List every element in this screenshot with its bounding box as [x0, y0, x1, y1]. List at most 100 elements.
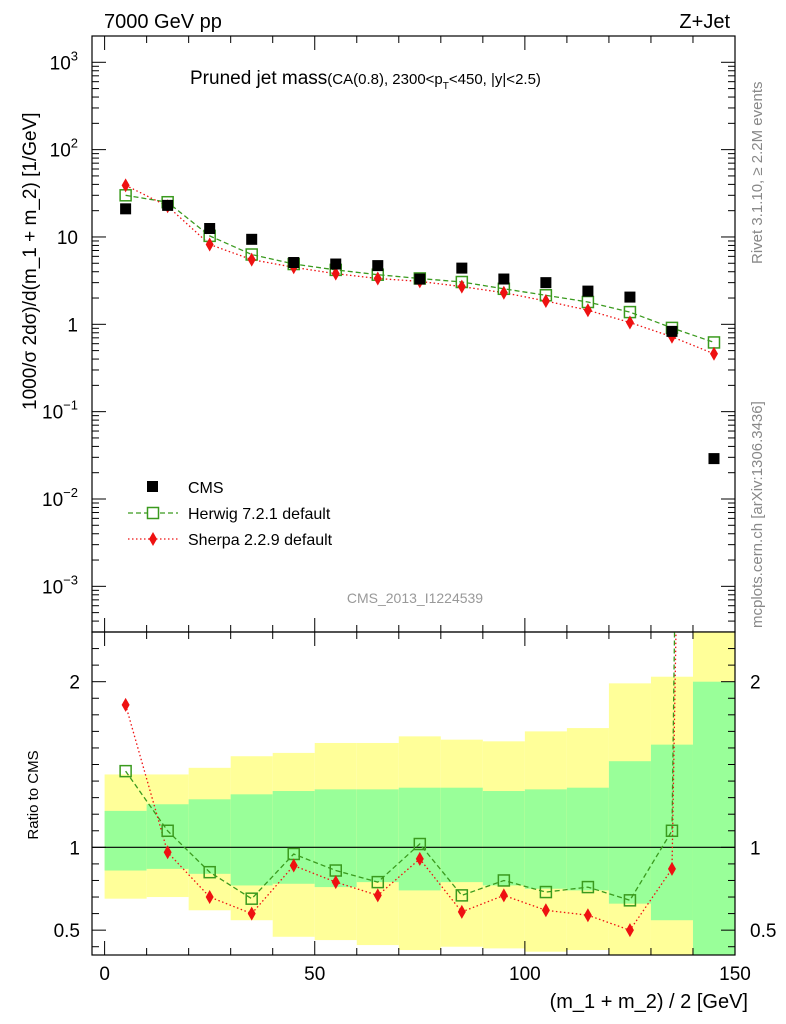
cms-main-point [540, 277, 552, 289]
herwig-ratio-point [371, 875, 385, 889]
ratio-inner-band [524, 789, 567, 889]
x-tick-label: 0 [99, 964, 110, 985]
main-y-axis-label: 1000/σ 2dσ)/d(m_1 + m_2) [1/GeV] [20, 112, 41, 410]
cms-main-point [666, 325, 678, 337]
herwig-ratio-point [623, 894, 637, 907]
herwig-ratio-point [665, 824, 679, 838]
cms-main-point [372, 260, 384, 272]
rivet-label: Rivet 3.1.10, ≥ 2.2M events [749, 82, 766, 265]
cms-main-point [288, 257, 300, 269]
ratio-inner-band [692, 681, 735, 955]
sherpa-ratio-point [499, 888, 508, 903]
main-title-text: Pruned jet mass [190, 68, 327, 89]
y-tick-label: 10−1 [42, 398, 78, 424]
cms-main-point [120, 203, 132, 215]
sherpa-ratio-point [583, 908, 592, 923]
collision-label: 7000 GeV pp [104, 11, 222, 33]
x-tick-label: 50 [304, 964, 325, 985]
ratio-inner-band [230, 794, 273, 886]
herwig-ratio-point [161, 824, 174, 838]
sherpa-main-line [125, 184, 715, 355]
sherpa-ratio-point [625, 923, 634, 938]
ratio-y-tick-label: 0.5 [54, 921, 80, 942]
main-panel: 10−3 10−2 10−1 1 10 102 103 [42, 35, 736, 633]
main-title-sub-pre: (CA(0.8), 2300<p [327, 71, 442, 88]
main-series-markers [119, 178, 721, 465]
cms-main-point [708, 453, 720, 465]
x-axis-label: (m_1 + m_2) / 2 [GeV] [550, 991, 748, 1013]
legend-cms-marker [147, 481, 158, 492]
x-tick-label: 100 [509, 964, 541, 985]
herwig-ratio-point [245, 892, 258, 905]
sherpa-ratio-point [121, 697, 130, 712]
herwig-ratio-point [455, 889, 469, 902]
ratio-y-tick-label: 1 [69, 838, 80, 859]
cms-main-point [246, 233, 258, 245]
main-title: Pruned jet mass(CA(0.8), 2300<pT<450, |y… [190, 68, 541, 92]
ratio-panel: 0 50 100 150 0.5 0.5 1 1 2 2 [54, 631, 776, 985]
herwig-ratio-point [539, 885, 553, 899]
cms-main-point [624, 291, 636, 303]
legend-herwig-marker [146, 506, 160, 520]
x-tick-label: 150 [719, 964, 751, 985]
legend: CMS Herwig 7.2.1 default Sherpa 2.2.9 de… [128, 480, 333, 549]
herwig-ratio-point [119, 764, 132, 778]
ratio-y-tick-label-right: 0.5 [750, 921, 776, 942]
main-title-sub-post: <450, |y|<2.5) [449, 71, 541, 88]
sherpa-main-point [583, 303, 592, 318]
herwig-ratio-point [203, 865, 216, 879]
y-tick-label: 10 [57, 228, 78, 249]
ratio-inner-band [482, 791, 525, 886]
sherpa-ratio-point [289, 858, 298, 873]
herwig-ratio-point [581, 880, 595, 894]
legend-sherpa-marker [149, 532, 157, 546]
process-label: Z+Jet [679, 11, 730, 33]
ratio-inner-band [188, 799, 231, 874]
ratio-plot-frame [91, 631, 736, 956]
sherpa-main-point [541, 293, 550, 308]
herwig-ratio-line [125, 632, 676, 902]
main-title-sub-subscript: T [443, 81, 449, 92]
y-tick-label: 102 [50, 136, 78, 162]
mcplots-label: mcplots.cern.ch [arXiv:1306.3436] [749, 401, 766, 628]
cms-main-point [498, 273, 510, 285]
legend-sherpa-label: Sherpa 2.2.9 default [188, 532, 333, 549]
sherpa-ratio-point [247, 906, 256, 921]
legend-herwig-label: Herwig 7.2.1 default [188, 506, 331, 523]
ratio-inner-band [104, 810, 147, 871]
ratio-inner-band [566, 787, 609, 891]
sherpa-ratio-point [331, 875, 340, 890]
y-tick-label: 10−2 [42, 485, 78, 511]
ratio-inner-band [356, 789, 399, 883]
cms-main-point [414, 273, 426, 285]
cms-main-point [456, 262, 468, 274]
herwig-ratio-point [413, 837, 427, 851]
sherpa-ratio-point [373, 888, 382, 903]
ratio-y-tick-label-right: 2 [750, 673, 761, 694]
sherpa-ratio-point [457, 904, 466, 919]
sherpa-main-point [373, 271, 382, 286]
sherpa-main-point [121, 178, 130, 193]
herwig-ratio-point [497, 874, 511, 887]
cms-main-point [204, 223, 216, 235]
y-tick-label: 10−3 [42, 572, 78, 598]
analysis-watermark: CMS_2013_I1224539 [347, 590, 483, 606]
sherpa-main-point [247, 252, 256, 267]
sherpa-ratio-point [205, 890, 214, 905]
y-tick-label: 103 [50, 48, 78, 74]
sherpa-main-point [499, 285, 508, 300]
sherpa-ratio-point [667, 861, 676, 876]
ratio-series-markers [119, 697, 679, 938]
sherpa-ratio-point [415, 851, 424, 866]
ratio-y-tick-label-right: 1 [750, 838, 761, 859]
ratio-inner-band [440, 787, 483, 883]
sherpa-main-point [331, 266, 340, 281]
sherpa-main-point [457, 279, 466, 294]
ratio-inner-band [314, 789, 357, 888]
ratio-y-axis-label: Ratio to CMS [25, 750, 42, 839]
cms-main-point [582, 285, 594, 297]
sherpa-ratio-point [541, 903, 550, 918]
herwig-main-line [125, 194, 715, 344]
herwig-main-point [707, 336, 721, 349]
